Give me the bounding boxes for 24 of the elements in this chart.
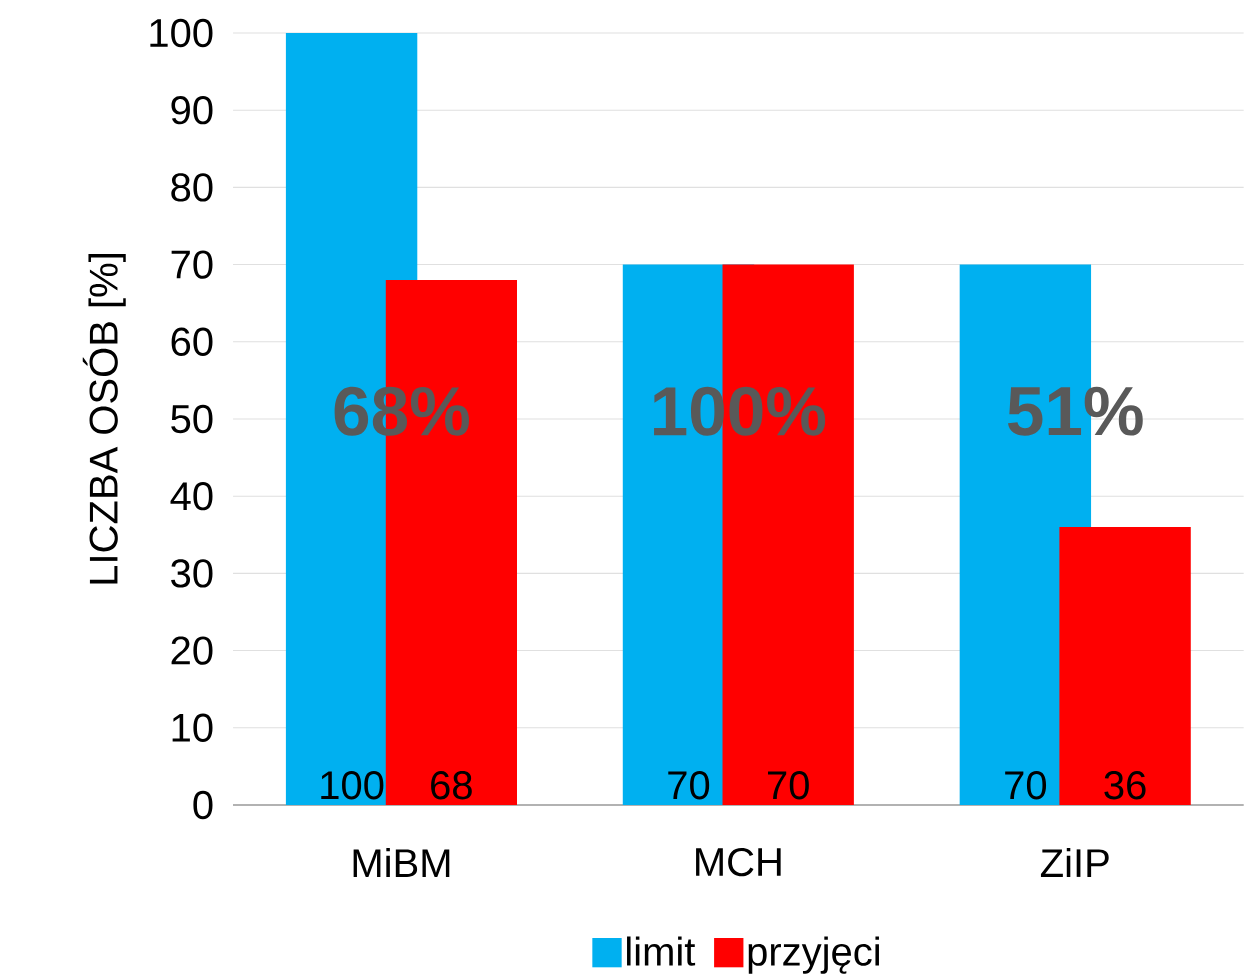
- y-tick-label: 100: [150, 18, 213, 48]
- x-tick-label: ZiIP: [1040, 847, 1109, 877]
- y-tick-label: 60: [171, 327, 213, 356]
- y-tick-label: 10: [172, 713, 213, 742]
- y-tick-label: 90: [171, 96, 213, 125]
- data-label: 100: [321, 771, 384, 800]
- y-tick-label: 50: [171, 404, 213, 434]
- x-tick-label: MiBM: [353, 847, 450, 877]
- y-tick-label: 30: [171, 559, 213, 588]
- data-label: 70: [768, 771, 809, 800]
- data-label: 36: [1104, 771, 1146, 800]
- y-tick-label: 40: [170, 482, 213, 511]
- x-tick-label: MCH: [696, 847, 781, 877]
- legend-label: limit: [627, 936, 696, 966]
- data-label: 68: [431, 771, 472, 800]
- y-tick-label: 80: [171, 173, 213, 202]
- bar: [1059, 527, 1191, 805]
- y-tick-label: 0: [193, 790, 213, 820]
- y-axis-title: LICZBA OSÓB [%]: [82, 254, 126, 584]
- data-label: 70: [668, 771, 710, 800]
- data-label: 70: [1005, 771, 1047, 800]
- y-tick-label: 70: [171, 250, 213, 279]
- legend-label: przyjęci: [748, 936, 879, 974]
- y-tick-label: 20: [171, 636, 213, 665]
